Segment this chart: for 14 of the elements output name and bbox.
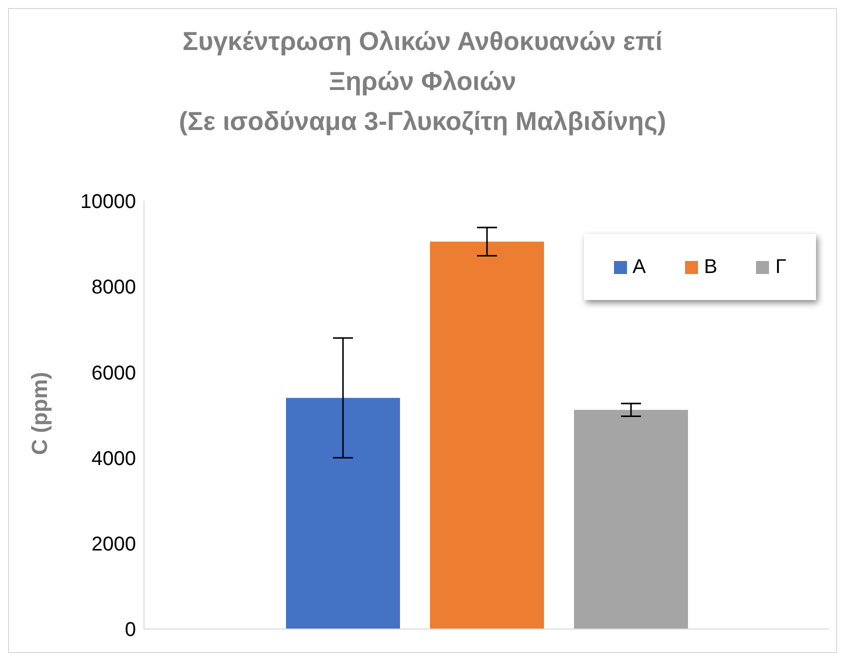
y-axis-title: C (ppm)	[26, 372, 52, 455]
y-tick-label: 4000	[92, 448, 136, 470]
y-tick-label: 8000	[92, 276, 136, 299]
legend-label: Γ	[775, 256, 786, 278]
y-tick-label: 2000	[92, 534, 136, 556]
legend-label: Α	[632, 256, 646, 278]
bar	[286, 398, 400, 629]
bar	[430, 242, 544, 629]
y-tick-label: 6000	[92, 362, 136, 384]
chart-title: Συγκέντρωση Ολικών Ανθοκυανών επί Ξηρών Φλοιών (Σε ισοδύναμα 3-Γλυκοζίτη Μαλβιδίνης)	[178, 25, 668, 138]
legend-label: Β	[704, 256, 718, 278]
y-tick-label: 0	[124, 619, 136, 642]
y-tick-label: 10000	[80, 191, 136, 214]
bar	[574, 410, 688, 629]
